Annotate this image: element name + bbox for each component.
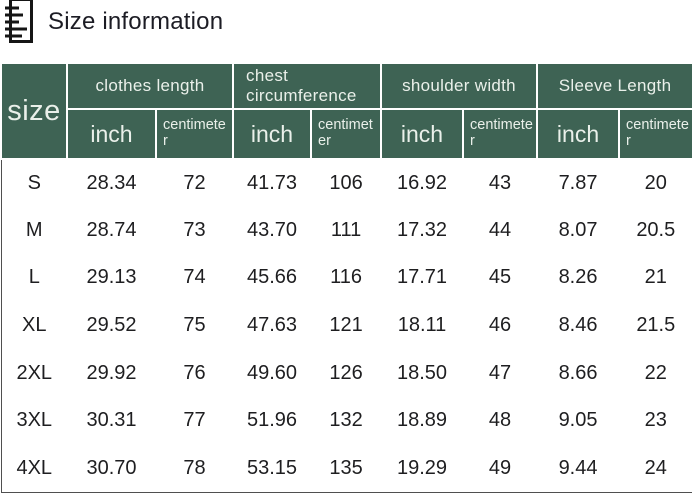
value-cell: 43.70: [233, 206, 312, 255]
unit-header-inch: inch: [232, 108, 313, 160]
value-cell: 48: [463, 396, 538, 445]
unit-header-centimeter: centimeter: [310, 108, 383, 160]
value-cell: 18.50: [381, 349, 464, 397]
unit-header-centimeter: centimeter: [154, 108, 235, 160]
table-header: size clothes length chest circumference …: [0, 62, 692, 160]
table-body: S 28.34 72 41.73 106 16.92 43 7.87 20 M …: [0, 159, 692, 493]
value-cell: 29.13: [67, 254, 156, 302]
value-cell: 116: [311, 254, 382, 302]
value-cell: 53.15: [233, 444, 312, 493]
value-cell: 47: [463, 349, 538, 397]
value-cell: 8.26: [537, 254, 620, 302]
table-row: M 28.74 73 43.70 111 17.32 44 8.07 20.5: [0, 206, 692, 255]
table-row: 2XL 29.92 76 49.60 126 18.50 47 8.66 22: [0, 349, 692, 397]
value-cell: 8.66: [537, 349, 620, 397]
size-cell: 3XL: [0, 396, 67, 445]
value-cell: 41.73: [233, 159, 312, 207]
value-cell: 121: [311, 301, 382, 350]
value-cell: 49.60: [233, 349, 312, 397]
value-cell: 22: [619, 349, 692, 397]
value-cell: 8.46: [537, 301, 620, 350]
value-cell: 77: [156, 396, 234, 445]
unit-header-inch: inch: [380, 108, 465, 160]
value-cell: 24: [619, 444, 692, 493]
titlebar: Size information: [0, 0, 692, 62]
value-cell: 20.5: [619, 206, 692, 255]
size-corner-header: size: [0, 62, 68, 160]
value-cell: 8.07: [537, 206, 620, 255]
group-header-chest-circumference: chest circumference: [232, 62, 383, 110]
size-cell: L: [0, 254, 67, 302]
value-cell: 23: [619, 396, 692, 445]
value-cell: 45: [463, 254, 538, 302]
size-chart-icon: [5, 0, 33, 43]
value-cell: 18.89: [381, 396, 464, 445]
value-cell: 78: [156, 444, 234, 493]
value-cell: 9.44: [537, 444, 620, 493]
value-cell: 51.96: [233, 396, 312, 445]
value-cell: 28.34: [67, 159, 156, 207]
table-row: 4XL 30.70 78 53.15 135 19.29 49 9.44 24: [0, 444, 692, 493]
size-table: size clothes length chest circumference …: [0, 62, 692, 493]
group-header-sleeve-length: Sleeve Length: [536, 62, 692, 110]
value-cell: 9.05: [537, 396, 620, 445]
value-cell: 21: [619, 254, 692, 302]
value-cell: 19.29: [381, 444, 464, 493]
value-cell: 111: [311, 206, 382, 255]
size-cell: XL: [0, 301, 67, 350]
page-title: Size information: [48, 8, 224, 35]
value-cell: 75: [156, 301, 234, 350]
value-cell: 47.63: [233, 301, 312, 350]
size-cell: 2XL: [0, 349, 67, 397]
table-row: XL 29.52 75 47.63 121 18.11 46 8.46 21.5: [0, 301, 692, 350]
value-cell: 132: [311, 396, 382, 445]
value-cell: 43: [463, 159, 538, 207]
unit-header-row: inch centimeter inch centimeter inch cen…: [1, 108, 692, 160]
value-cell: 45.66: [233, 254, 312, 302]
value-cell: 18.11: [381, 301, 464, 350]
value-cell: 46: [463, 301, 538, 350]
value-cell: 21.5: [619, 301, 692, 350]
unit-header-inch: inch: [66, 108, 157, 160]
value-cell: 20: [619, 159, 692, 207]
value-cell: 49: [463, 444, 538, 493]
value-cell: 29.52: [67, 301, 156, 350]
value-cell: 17.71: [381, 254, 464, 302]
unit-header-centimeter: centimeter: [618, 108, 692, 160]
size-cell: S: [0, 159, 67, 207]
value-cell: 74: [156, 254, 234, 302]
value-cell: 17.32: [381, 206, 464, 255]
value-cell: 16.92: [381, 159, 464, 207]
table-row: 3XL 30.31 77 51.96 132 18.89 48 9.05 23: [0, 396, 692, 445]
group-header-shoulder-width: shoulder width: [380, 62, 539, 110]
value-cell: 44: [463, 206, 538, 255]
value-cell: 29.92: [67, 349, 156, 397]
value-cell: 76: [156, 349, 234, 397]
unit-header-inch: inch: [536, 108, 621, 160]
group-header-row: size clothes length chest circumference …: [0, 62, 692, 160]
table-row: L 29.13 74 45.66 116 17.71 45 8.26 21: [0, 254, 692, 302]
group-header-clothes-length: clothes length: [65, 62, 235, 110]
value-cell: 30.70: [67, 444, 156, 493]
value-cell: 72: [156, 159, 234, 207]
table-row: S 28.34 72 41.73 106 16.92 43 7.87 20: [0, 159, 692, 207]
size-cell: M: [0, 206, 67, 255]
value-cell: 73: [156, 206, 234, 255]
value-cell: 135: [311, 444, 382, 493]
value-cell: 7.87: [537, 159, 620, 207]
value-cell: 106: [311, 159, 382, 207]
unit-header-centimeter: centimeter: [462, 108, 539, 160]
value-cell: 126: [311, 349, 382, 397]
size-cell: 4XL: [0, 444, 67, 493]
value-cell: 30.31: [67, 396, 156, 445]
value-cell: 28.74: [67, 206, 156, 255]
